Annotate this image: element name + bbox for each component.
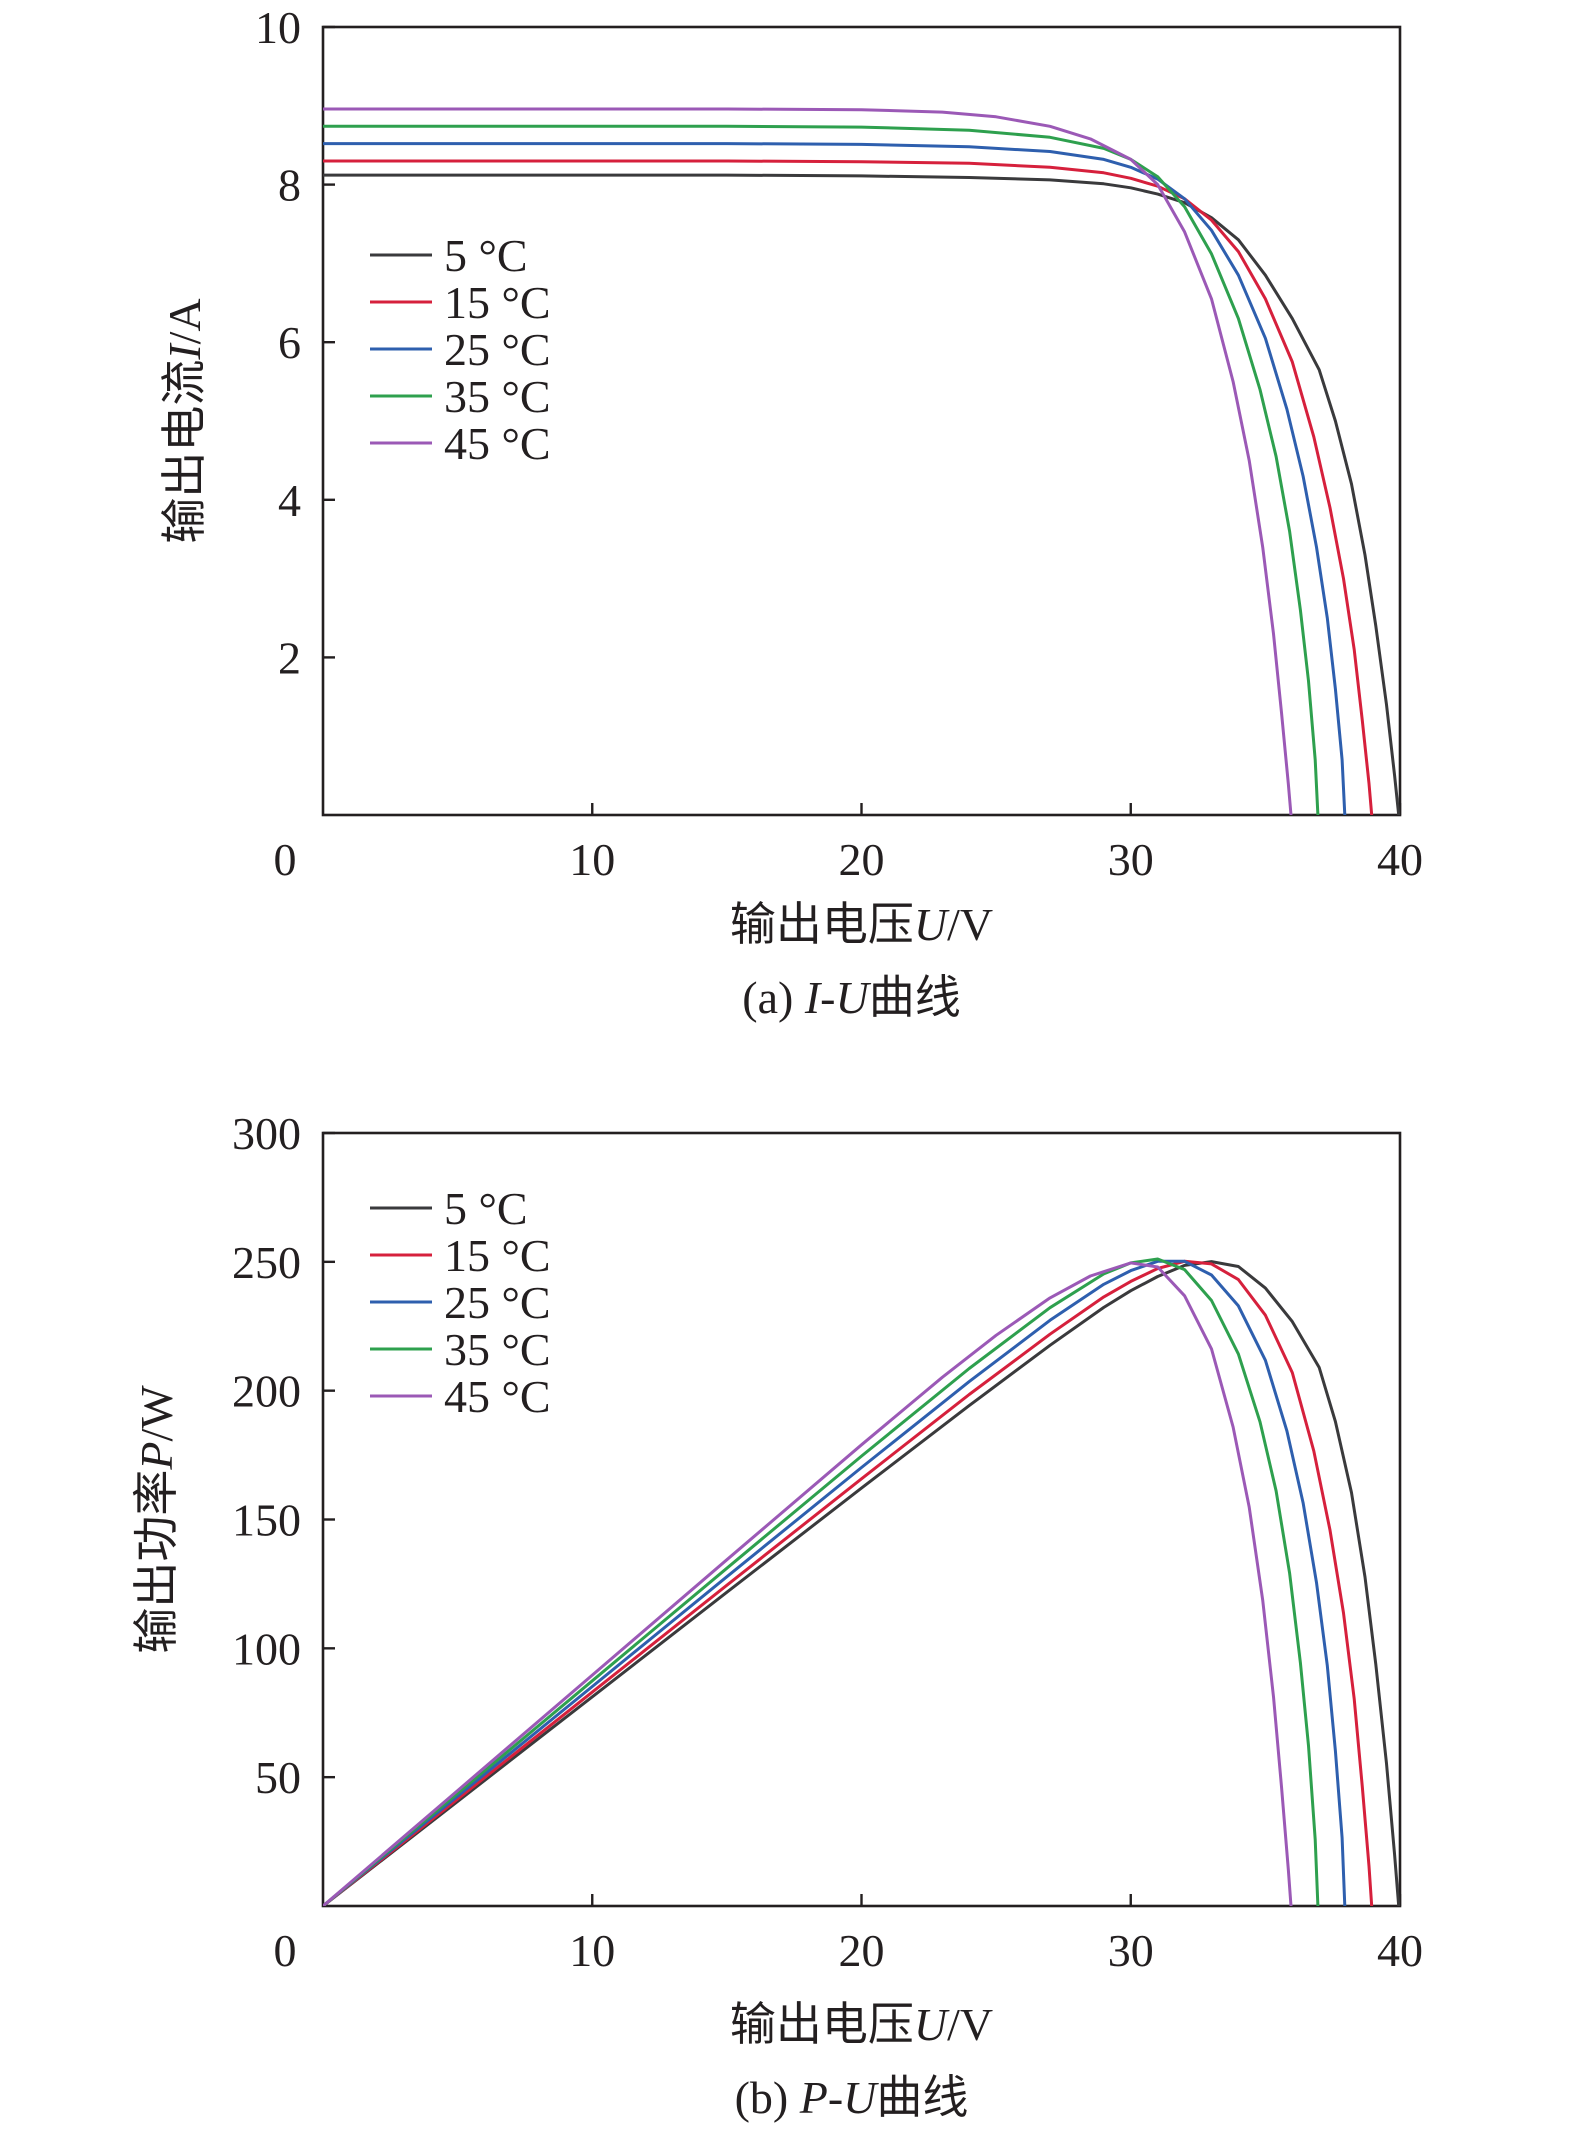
series-line [323,1259,1374,1906]
y-axis-label: 输出功率P/W [131,1385,182,1654]
x-tick-label: 30 [1108,1925,1154,1976]
x-tick-label: 20 [839,1925,885,1976]
legend-label: 15 °C [444,277,551,328]
y-tick-label: 100 [232,1623,301,1674]
figure-caption: (a) I-U曲线 [742,972,960,1023]
x-tick-label: 10 [569,1925,615,1976]
pu-chart-panel: 10 20 30 40 0 50 100 150 200 250 300 输出电压U/V 输出功率P/W… [131,1108,1423,2123]
series-line [323,159,1374,815]
series-group [323,1257,1400,1906]
x-axis-label: 输出电压U/V [730,1999,993,2050]
legend-label: 45 °C [444,1371,551,1422]
legend-label: 35 °C [444,371,551,422]
legend-label: 25 °C [444,1277,551,1328]
legend: 5 °C15 °C25 °C35 °C45 °C [370,1183,551,1422]
x-tick-label: 10 [569,834,615,885]
y-tick-label: 200 [232,1366,301,1417]
figure-caption: (b) P-U曲线 [735,2072,969,2123]
origin-label: 0 [274,1925,297,1976]
series-line [323,107,1293,815]
legend-label: 45 °C [444,418,551,469]
legend: 5 °C15 °C25 °C35 °C45 °C [370,230,551,469]
x-tick-label: 40 [1377,1925,1423,1976]
legend-label: 15 °C [444,1230,551,1281]
y-tick-label: 2 [278,632,301,683]
y-tick-label: 10 [255,2,301,53]
x-tick-label: 20 [839,834,885,885]
series-group [323,107,1400,815]
y-tick-label: 6 [278,317,301,368]
y-tick-label: 8 [278,160,301,211]
x-axis-label: 输出电压U/V [730,899,993,950]
series-line [323,1260,1400,1906]
series-line [323,142,1347,815]
legend-label: 5 °C [444,230,528,281]
y-tick-label: 150 [232,1495,301,1546]
x-tick-label: 40 [1377,834,1423,885]
series-line [323,1261,1293,1906]
series-line [323,173,1400,815]
y-axis-label: 输出电流I/A [159,298,210,543]
iu-chart-panel: 10 20 30 40 0 2 4 6 8 10 输出电压U/V 输出电流I/A (a) I-U曲线 5 … [159,2,1423,1023]
legend-label: 5 °C [444,1183,528,1234]
y-tick-label: 250 [232,1237,301,1288]
origin-label: 0 [274,834,297,885]
y-tick-label: 4 [278,475,301,526]
series-line [323,1257,1320,1906]
x-tick-label: 30 [1108,834,1154,885]
series-line [323,1259,1347,1906]
legend-label: 35 °C [444,1324,551,1375]
legend-label: 25 °C [444,324,551,375]
y-tick-label: 300 [232,1108,301,1159]
series-line [323,124,1320,815]
y-tick-label: 50 [255,1752,301,1803]
